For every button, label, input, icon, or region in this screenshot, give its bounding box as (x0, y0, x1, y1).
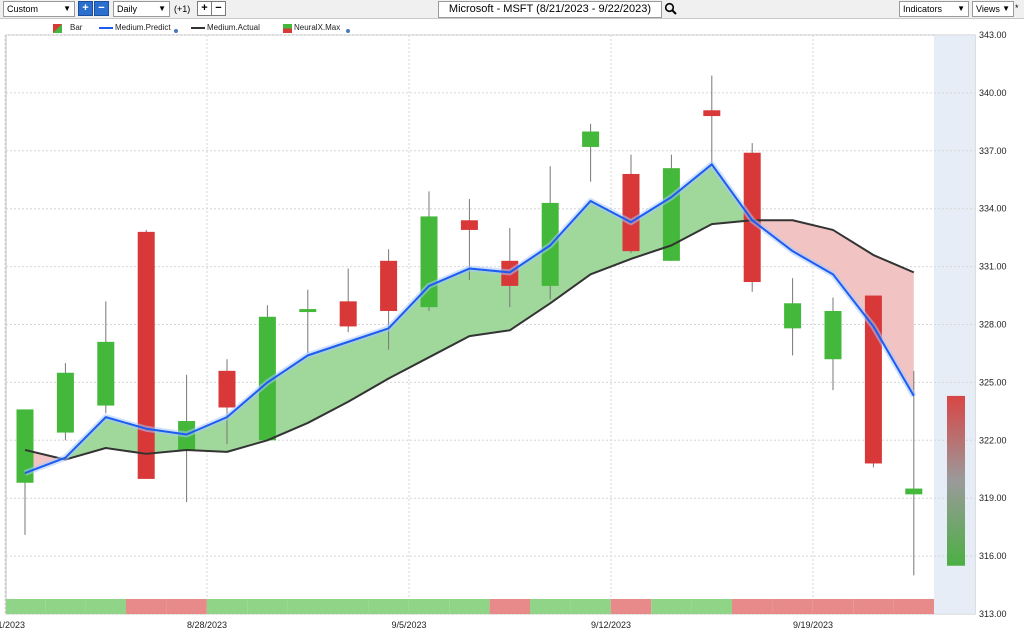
candle-body[interactable] (339, 301, 357, 327)
period-select[interactable]: Daily ▼ (113, 1, 170, 17)
candle-body[interactable] (218, 370, 236, 408)
views-select[interactable]: Views ▼ (972, 1, 1014, 17)
add-range-button[interactable]: + (78, 1, 93, 16)
y-tick-label: 322.00 (979, 435, 1007, 445)
y-tick-label: 316.00 (979, 551, 1007, 561)
chevron-down-icon: ▼ (158, 4, 166, 13)
candle-body[interactable] (622, 173, 640, 252)
decrement-button[interactable]: − (211, 1, 226, 16)
candle-body[interactable] (784, 303, 802, 329)
offset-label: (+1) (174, 4, 191, 14)
chart-title: Microsoft - MSFT (8/21/2023 - 9/22/2023) (438, 1, 662, 18)
candle-body[interactable] (299, 309, 317, 313)
x-tick-label: 9/5/2023 (391, 620, 426, 630)
x-tick-label: 9/19/2023 (793, 620, 833, 630)
bar-legend-icon (53, 24, 62, 35)
remove-range-button[interactable]: − (94, 1, 109, 16)
neuralx-band-segment (732, 599, 773, 614)
candle-body[interactable] (137, 231, 155, 479)
y-tick-label: 313.00 (979, 609, 1007, 619)
predict-legend-line (99, 27, 113, 29)
views-label: Views (976, 4, 1000, 14)
indicators-select[interactable]: Indicators ▼ (899, 1, 969, 17)
y-tick-label: 343.00 (979, 30, 1007, 40)
candle-body[interactable] (97, 341, 115, 406)
neuralx-band-segment (126, 599, 167, 614)
neuralx-band-segment (530, 599, 571, 614)
search-icon[interactable] (664, 2, 678, 16)
neuralx-band-segment (772, 599, 813, 614)
y-tick-label: 325.00 (979, 377, 1007, 387)
neuralx-band-segment (368, 599, 409, 614)
neuralx-band-segment (45, 599, 86, 614)
neuralx-band-segment (206, 599, 248, 614)
legend-neuralx-label: NeuralX.Max (294, 23, 341, 32)
toolbar: Custom ▼ + − Daily ▼ (+1) + − Microsoft … (0, 0, 1024, 19)
candle-body[interactable] (56, 372, 74, 433)
medium-predict-line (24, 163, 915, 475)
candle-body[interactable] (824, 310, 842, 360)
info-icon[interactable] (346, 29, 350, 33)
neuralx-band-segment (489, 599, 530, 614)
neuralx-band-segment (610, 599, 652, 614)
neuralx-band-segment (651, 599, 692, 614)
y-tick-label: 337.00 (979, 146, 1007, 156)
neuralx-band-segment (166, 599, 207, 614)
period-select-value: Daily (117, 4, 138, 14)
neuralx-band-segment (6, 599, 46, 614)
y-tick-label: 340.00 (979, 88, 1007, 98)
neuralx-band-segment (85, 599, 126, 614)
info-icon[interactable] (174, 29, 178, 33)
candle-body[interactable] (582, 131, 600, 147)
medium-actual-line (24, 219, 915, 461)
neuralx-band-segment (408, 599, 450, 614)
y-tick-label: 328.00 (979, 320, 1007, 330)
chevron-down-icon: ▼ (63, 4, 71, 13)
y-tick-label: 331.00 (979, 262, 1007, 272)
candle-body[interactable] (258, 316, 276, 441)
candle-body[interactable] (703, 110, 721, 117)
chevron-down-icon: ▼ (957, 4, 965, 13)
x-tick-label: 8/21/2023 (0, 620, 25, 630)
candle-body[interactable] (905, 488, 923, 495)
neuralx-band-segment (287, 599, 328, 614)
neuralx-band-segment (812, 599, 854, 614)
legend-predict-label: Medium.Predict (115, 23, 171, 32)
y-tick-label: 334.00 (979, 204, 1007, 214)
views-modified-marker: * (1015, 3, 1019, 13)
neuralx-band-segment (328, 599, 369, 614)
forecast-range-bar[interactable] (947, 395, 965, 566)
x-tick-label: 9/12/2023 (591, 620, 631, 630)
x-tick-label: 8/28/2023 (187, 620, 227, 630)
y-tick-label: 319.00 (979, 493, 1007, 503)
legend-bar-label: Bar (70, 23, 83, 32)
increment-button[interactable]: + (197, 1, 212, 16)
neuralx-band-segment (247, 599, 288, 614)
range-select-value: Custom (7, 4, 39, 14)
neuralx-band-segment (691, 599, 732, 614)
neuralx-band-segment (853, 599, 894, 614)
range-select[interactable]: Custom ▼ (3, 1, 75, 17)
candle-body[interactable] (16, 409, 34, 483)
indicators-label: Indicators (903, 4, 943, 14)
candle-body[interactable] (380, 260, 398, 311)
candle-body[interactable] (460, 220, 478, 230)
neuralx-legend-icon (283, 24, 292, 35)
bearish-fill-region (752, 220, 914, 396)
actual-legend-line (191, 27, 205, 29)
neuralx-band-segment (449, 599, 490, 614)
neuralx-band-segment (893, 599, 934, 614)
chevron-down-icon: ▼ (1002, 4, 1010, 13)
neuralx-band-segment (570, 599, 611, 614)
legend-actual-label: Medium.Actual (207, 23, 260, 32)
